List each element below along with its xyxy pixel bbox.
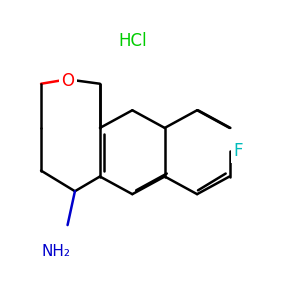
Text: HCl: HCl: [118, 32, 147, 50]
Text: NH₂: NH₂: [41, 244, 70, 259]
Text: F: F: [234, 142, 243, 160]
Text: O: O: [61, 72, 74, 90]
